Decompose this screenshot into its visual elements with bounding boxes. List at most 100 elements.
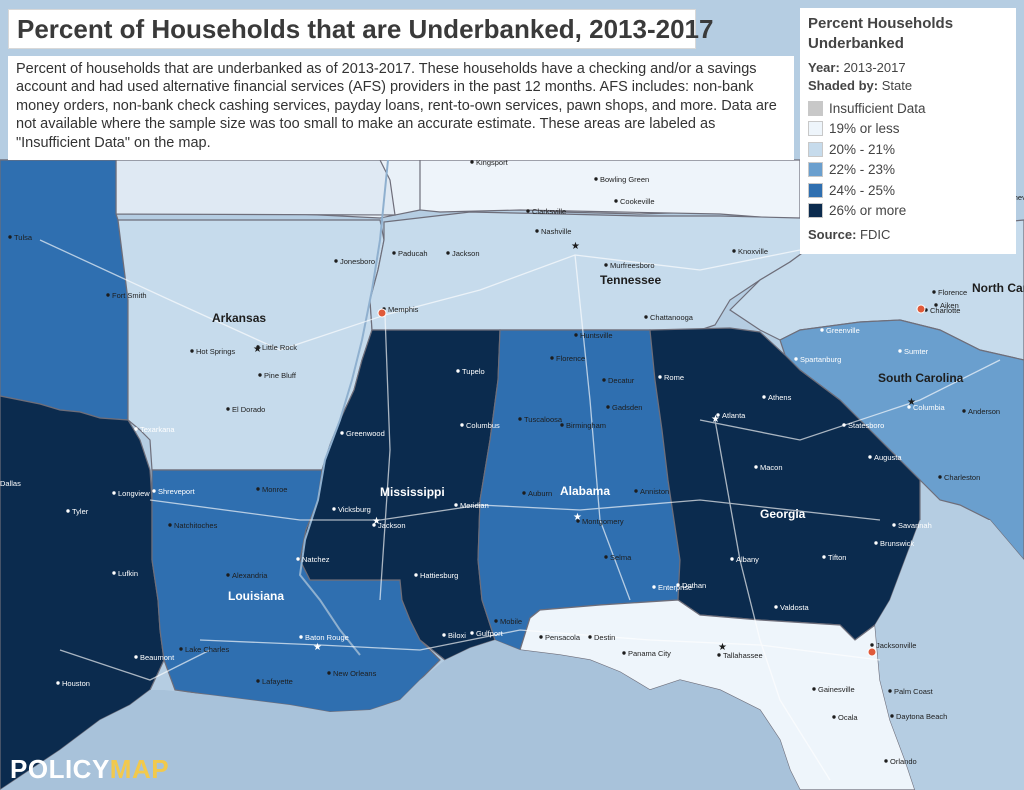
city-label: Anniston xyxy=(634,487,669,496)
city-name: Charleston xyxy=(944,473,980,482)
city-name: Spartanburg xyxy=(800,355,841,364)
city-dot xyxy=(334,259,338,263)
city-dot xyxy=(56,681,60,685)
city-dot xyxy=(774,605,778,609)
city-dot xyxy=(332,507,336,511)
legend-title-line2: Underbanked xyxy=(808,35,904,52)
city-dot xyxy=(892,523,896,527)
highways xyxy=(39,239,1001,781)
city-dot-memphis xyxy=(377,308,387,318)
description-panel: Percent of households that are underbank… xyxy=(8,56,794,160)
city-name: Natchez xyxy=(302,555,330,564)
city-label: Vicksburg xyxy=(332,505,371,514)
title-panel: Percent of Households that are Underbank… xyxy=(8,9,714,49)
city-label: El Dorado xyxy=(226,405,265,414)
city-name: Orlando xyxy=(890,757,917,766)
city-label: New Orleans xyxy=(327,669,377,678)
city-label: Baton Rouge xyxy=(299,633,349,642)
city-dot xyxy=(299,635,303,639)
state-label-tennessee: Tennessee xyxy=(600,273,661,287)
city-dot xyxy=(190,349,194,353)
mississippi-river xyxy=(298,159,389,656)
city-dot xyxy=(256,345,260,349)
legend-item-label: Insufficient Data xyxy=(829,100,926,116)
major-city-markers xyxy=(377,304,926,657)
city-label: Anderson xyxy=(962,407,1000,416)
city-name: Macon xyxy=(760,463,783,472)
city-dot xyxy=(870,643,874,647)
capital-star-montgomery: ★ xyxy=(573,512,582,523)
legend-title-line1: Percent Households xyxy=(808,15,954,32)
city-name: Jacksonville xyxy=(876,641,916,650)
city-label: Tupelo xyxy=(456,367,485,376)
city-label: Lake Charles xyxy=(179,645,229,654)
city-label: Shreveport xyxy=(152,487,196,496)
city-label: Jackson xyxy=(372,521,406,530)
city-dot xyxy=(134,655,138,659)
city-name: Palm Coast xyxy=(894,687,934,696)
city-label: Atlanta xyxy=(716,411,746,420)
city-dot xyxy=(470,631,474,635)
city-dot xyxy=(460,423,464,427)
legend-swatch xyxy=(808,100,823,116)
city-name: Destin xyxy=(594,633,615,642)
city-dot xyxy=(8,235,12,239)
city-name: Gadsden xyxy=(612,403,642,412)
city-dot xyxy=(884,759,888,763)
city-label: Charleston xyxy=(938,473,980,482)
city-dot xyxy=(890,714,894,718)
city-label: Monroe xyxy=(256,485,287,494)
city-name: Hot Springs xyxy=(196,347,235,356)
city-label: Gulfport xyxy=(470,629,504,638)
legend-source: Source: FDIC xyxy=(808,227,1008,242)
logo-part1: POLICY xyxy=(10,754,110,784)
city-dot xyxy=(602,378,606,382)
city-name: Baton Rouge xyxy=(305,633,349,642)
legend-shaded-value: State xyxy=(881,78,913,93)
legend-swatch xyxy=(808,141,823,157)
city-label: Dothan xyxy=(676,581,706,590)
city-dot xyxy=(550,356,554,360)
city-label: Panama City xyxy=(622,649,671,658)
legend-item: 26% or more xyxy=(808,201,1008,222)
legend-panel: Percent Households Underbanked Year: 201… xyxy=(800,8,1016,254)
city-dot xyxy=(518,417,522,421)
city-name: Bowling Green xyxy=(600,175,649,184)
city-label: Athens xyxy=(762,393,792,402)
city-name: Meridian xyxy=(460,501,489,510)
city-label: Lufkin xyxy=(112,569,138,578)
policymap-logo: POLICYMAP xyxy=(10,754,169,785)
state-label-alabama: Alabama xyxy=(560,484,610,498)
city-name: Savannah xyxy=(898,521,932,530)
city-dot xyxy=(604,263,608,267)
city-name: Aiken xyxy=(940,301,959,310)
city-name: Augusta xyxy=(874,453,902,462)
city-dot xyxy=(576,519,580,523)
city-name: Jonesboro xyxy=(340,257,375,266)
city-label: Lafayette xyxy=(256,677,293,686)
city-label: Nashville xyxy=(535,227,571,236)
city-dot xyxy=(226,407,230,411)
page-title: Percent of Households that are Underbank… xyxy=(17,14,714,44)
city-label: Huntsville xyxy=(574,331,613,340)
city-name: Brunswick xyxy=(880,539,914,548)
legend-item-label: 22% - 23% xyxy=(829,162,896,178)
city-dot xyxy=(539,635,543,639)
city-dot xyxy=(327,671,331,675)
city-name: Memphis xyxy=(388,305,419,314)
city-label: Fort Smith xyxy=(106,291,147,300)
city-dot xyxy=(832,715,836,719)
city-name: Florence xyxy=(938,288,967,297)
legend-item: Insufficient Data xyxy=(808,98,1008,119)
city-label: Valdosta xyxy=(774,603,809,612)
city-dot xyxy=(226,573,230,577)
city-label: Gainesville xyxy=(812,685,855,694)
city-name: Paducah xyxy=(398,249,428,258)
legend-item-label: 20% - 21% xyxy=(829,141,896,157)
logo-part2: MAP xyxy=(109,754,170,784)
city-name: Fort Smith xyxy=(112,291,147,300)
city-dot xyxy=(604,555,608,559)
city-label: Tyler xyxy=(66,507,89,516)
city-dot xyxy=(414,573,418,577)
capital-star-jackson: ★ xyxy=(372,516,381,527)
